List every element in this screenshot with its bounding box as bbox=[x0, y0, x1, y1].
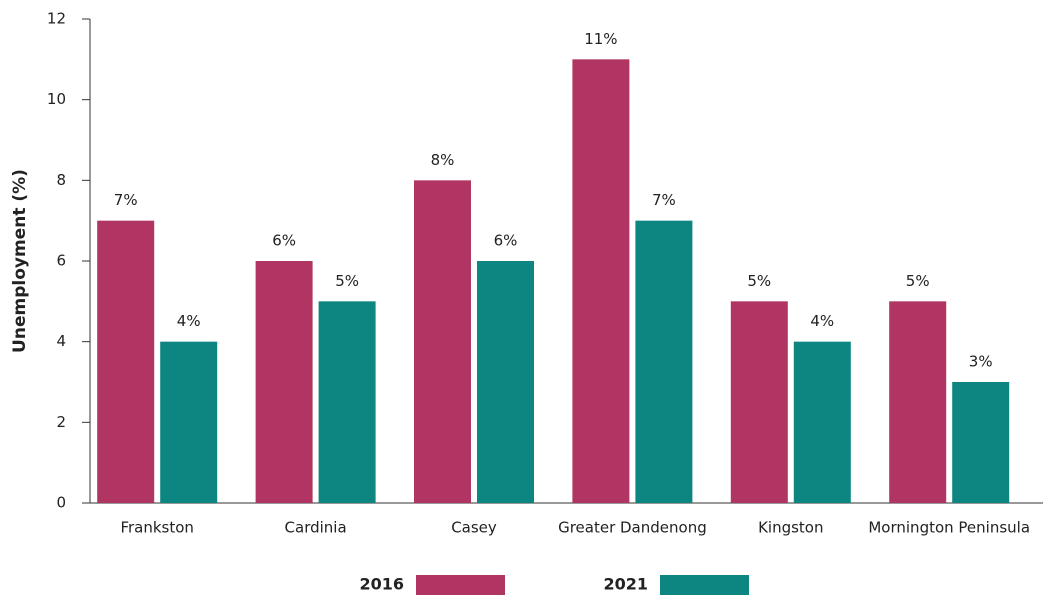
y-tick-label: 6 bbox=[56, 252, 66, 270]
y-tick-label: 4 bbox=[56, 332, 66, 350]
legend-swatch bbox=[660, 575, 749, 595]
y-tick-label: 8 bbox=[56, 171, 66, 189]
x-tick-label: Casey bbox=[451, 519, 497, 537]
y-tick-label: 2 bbox=[56, 413, 66, 431]
bar bbox=[414, 180, 471, 504]
bar bbox=[889, 301, 947, 503]
x-tick-label: Cardinia bbox=[285, 519, 347, 537]
value-label: 4% bbox=[177, 312, 201, 330]
value-label: 4% bbox=[810, 312, 834, 330]
legend-label: 2021 bbox=[603, 575, 648, 594]
value-label: 11% bbox=[584, 30, 617, 48]
bar bbox=[160, 341, 218, 503]
x-tick-label: Kingston bbox=[758, 519, 823, 537]
legend-swatch bbox=[416, 575, 505, 595]
value-label: 6% bbox=[494, 232, 518, 250]
y-tick-label: 0 bbox=[56, 494, 66, 512]
value-label: 5% bbox=[747, 272, 771, 290]
value-label: 3% bbox=[969, 353, 993, 371]
value-label: 7% bbox=[114, 191, 138, 209]
bar bbox=[793, 341, 851, 503]
bar bbox=[97, 220, 155, 503]
x-tick-label: Greater Dandenong bbox=[558, 519, 707, 537]
x-tick-label: Frankston bbox=[120, 519, 193, 537]
bar bbox=[572, 59, 630, 503]
bar bbox=[477, 261, 534, 503]
value-label: 5% bbox=[335, 272, 359, 290]
bar bbox=[255, 261, 313, 503]
value-label: 5% bbox=[906, 272, 930, 290]
bar bbox=[952, 382, 1010, 503]
y-tick-label: 12 bbox=[47, 10, 66, 28]
y-tick-label: 10 bbox=[47, 90, 66, 108]
bar bbox=[730, 301, 788, 503]
y-axis-label: Unemployment (%) bbox=[10, 169, 30, 353]
value-label: 7% bbox=[652, 191, 676, 209]
value-label: 6% bbox=[272, 232, 296, 250]
x-tick-label: Mornington Peninsula bbox=[868, 519, 1030, 537]
value-label: 8% bbox=[431, 151, 455, 169]
bar bbox=[635, 220, 693, 503]
legend-label: 2016 bbox=[359, 575, 404, 594]
bar bbox=[318, 301, 376, 503]
